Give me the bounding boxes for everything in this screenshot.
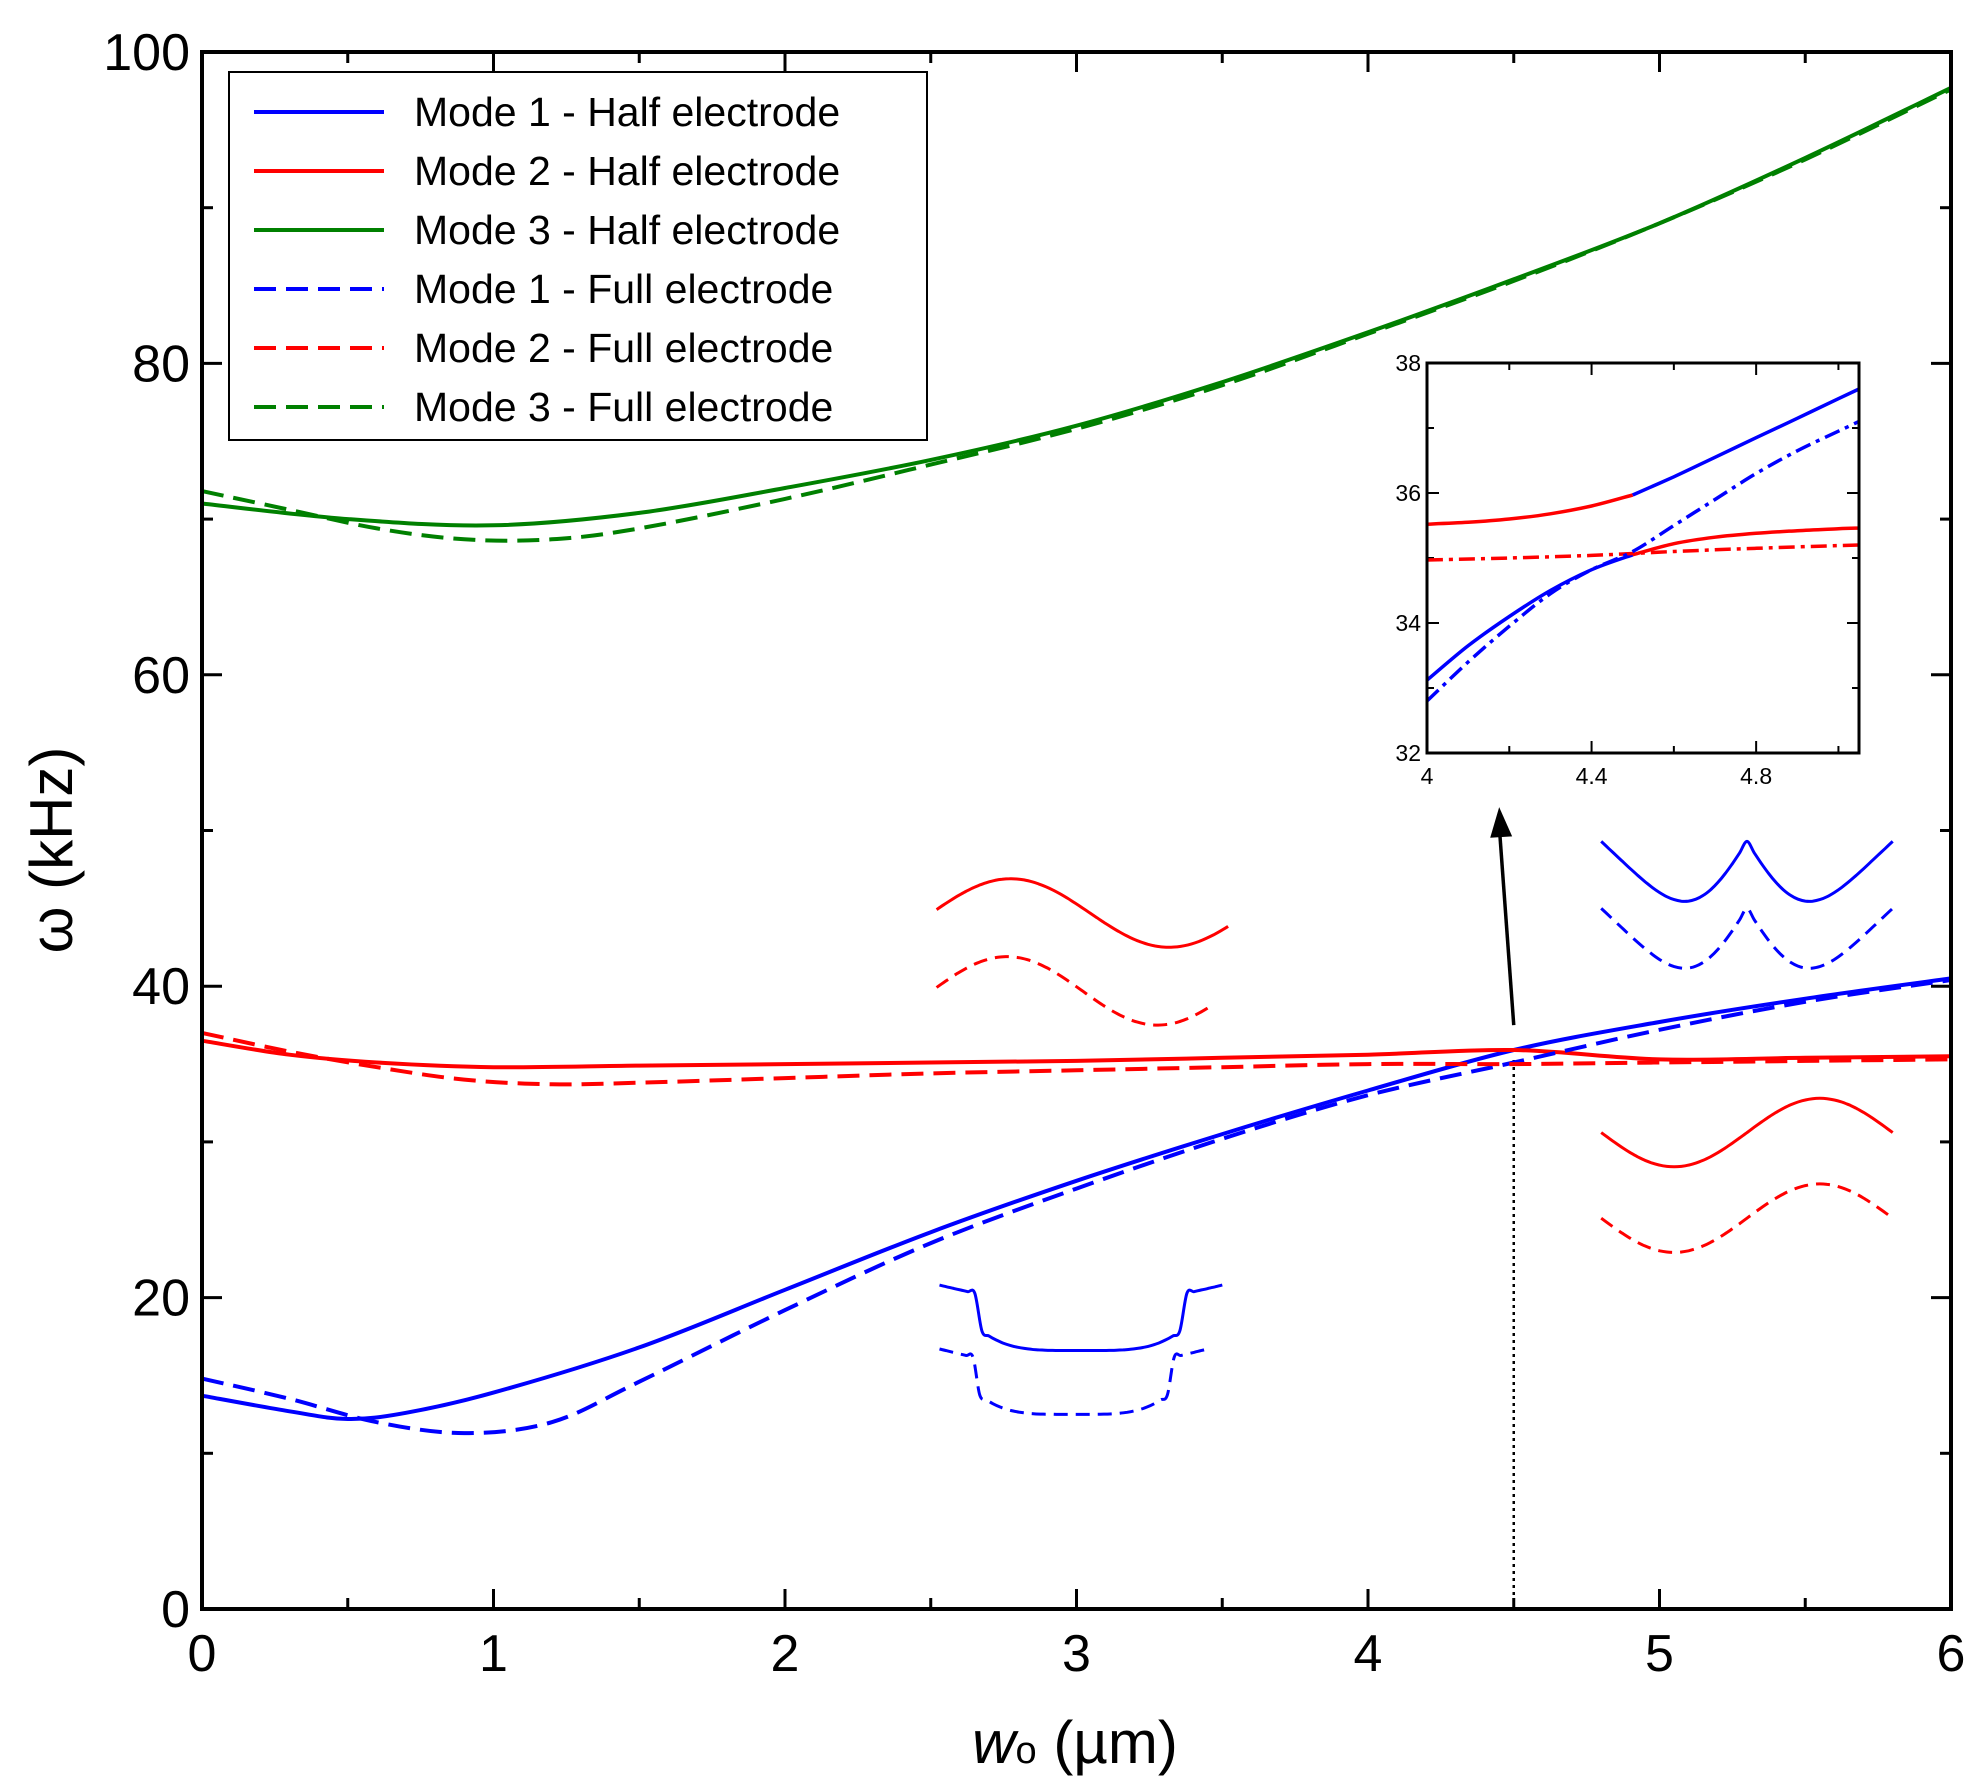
inset-y-tick-labels: 32 34 36 38	[1395, 350, 1421, 766]
legend-label: Mode 2 - Half electrode	[414, 148, 840, 194]
x-tick-label: 3	[1062, 1625, 1091, 1683]
y-tick-label: 100	[103, 24, 190, 82]
legend-label: Mode 2 - Full electrode	[414, 325, 833, 371]
y-axis-title: ω (kHz)	[18, 747, 85, 954]
inset-y-tick-label: 34	[1395, 610, 1421, 636]
x-tick-label: 0	[188, 1625, 217, 1683]
x-axis-title-unit-text: (µm)	[1053, 1709, 1178, 1776]
series-line-mode-1-full-electrode	[201, 978, 1952, 1436]
legend: Mode 1 - Half electrode Mode 2 - Half ele…	[228, 71, 928, 441]
x-axis-title-var: w	[972, 1709, 1019, 1776]
x-tick-label: 6	[1937, 1625, 1966, 1683]
inset-line-mode-2-half-electrode	[1426, 493, 1634, 526]
legend-frame	[228, 71, 928, 441]
y-tick-label: 80	[132, 335, 190, 393]
x-axis-title: wo (µm)	[972, 1709, 1178, 1776]
x-tick-labels: 0 1 2 3 4 5 6	[188, 1625, 1966, 1683]
x-tick-label: 1	[479, 1625, 508, 1683]
inset-line-mode-1-full-electrode	[1425, 419, 1860, 703]
inset-line-mode-2-full-electrode	[1426, 543, 1860, 562]
y-tick-label: 60	[132, 647, 190, 705]
mode-1-shape-high-solid	[1600, 839, 1894, 903]
inset-x-tick-label: 4.8	[1740, 763, 1772, 789]
series-group	[201, 85, 1952, 1436]
mode-shape-glyphs	[935, 839, 1894, 1416]
series-line-mode-2-half-electrode	[201, 1038, 1952, 1070]
x-axis-title-sub: o	[1016, 1730, 1037, 1772]
legend-label: Mode 1 - Half electrode	[414, 89, 840, 135]
legend-label: Mode 3 - Half electrode	[414, 207, 840, 253]
mode-2-shape-high-dashed	[1600, 1182, 1894, 1254]
series-line-mode-1-half-electrode	[201, 976, 1952, 1422]
x-tick-label: 4	[1354, 1625, 1383, 1683]
legend-label: Mode 3 - Full electrode	[414, 384, 833, 430]
series-line-mode-2-full-electrode	[201, 1030, 1952, 1087]
inset-y-tick-label: 38	[1395, 350, 1421, 376]
y-tick-labels: 0 20 40 60 80 100	[103, 24, 190, 1639]
arrow-shaft	[1497, 825, 1516, 1026]
mode-2-shape-low-solid	[935, 877, 1229, 949]
series-line-mode-3-full-electrode	[201, 87, 1952, 543]
x-axis-title-unit	[1037, 1709, 1054, 1776]
x-tick-label: 5	[1645, 1625, 1674, 1683]
legend-label: Mode 1 - Full electrode	[414, 266, 833, 312]
inset-x-tick-labels: 4 4.4 4.8	[1421, 763, 1773, 789]
inset-frame	[1425, 361, 1861, 755]
mode-1-shape-high-dashed	[1600, 906, 1894, 970]
inset-line-mode-1-half-electrode	[1631, 387, 1860, 497]
y-tick-label: 40	[132, 958, 190, 1016]
y-tick-label: 0	[161, 1581, 190, 1639]
inset-x-tick-label: 4	[1421, 763, 1434, 789]
inset-y-tick-label: 36	[1395, 480, 1421, 506]
mode-1-shape-low-dashed	[939, 1347, 1209, 1416]
inset-panel: 4 4.4 4.8 32 34 36 38	[1395, 350, 1861, 789]
plot-frame	[200, 50, 1953, 1611]
inset-arrow	[1490, 807, 1516, 1026]
inset-line-mode-2-half-electrode	[1632, 526, 1860, 557]
inset-x-tick-label: 4.4	[1576, 763, 1608, 789]
inset-series-group	[1425, 387, 1860, 703]
arrow-head	[1490, 807, 1513, 838]
y-tick-label: 20	[132, 1270, 190, 1328]
mode-1-shape-low-solid	[939, 1283, 1223, 1352]
mode-2-shape-low-dashed	[935, 955, 1215, 1027]
x-tick-label: 2	[771, 1625, 800, 1683]
inset-y-tick-label: 32	[1395, 740, 1421, 766]
mode-2-shape-high-solid	[1600, 1096, 1894, 1169]
